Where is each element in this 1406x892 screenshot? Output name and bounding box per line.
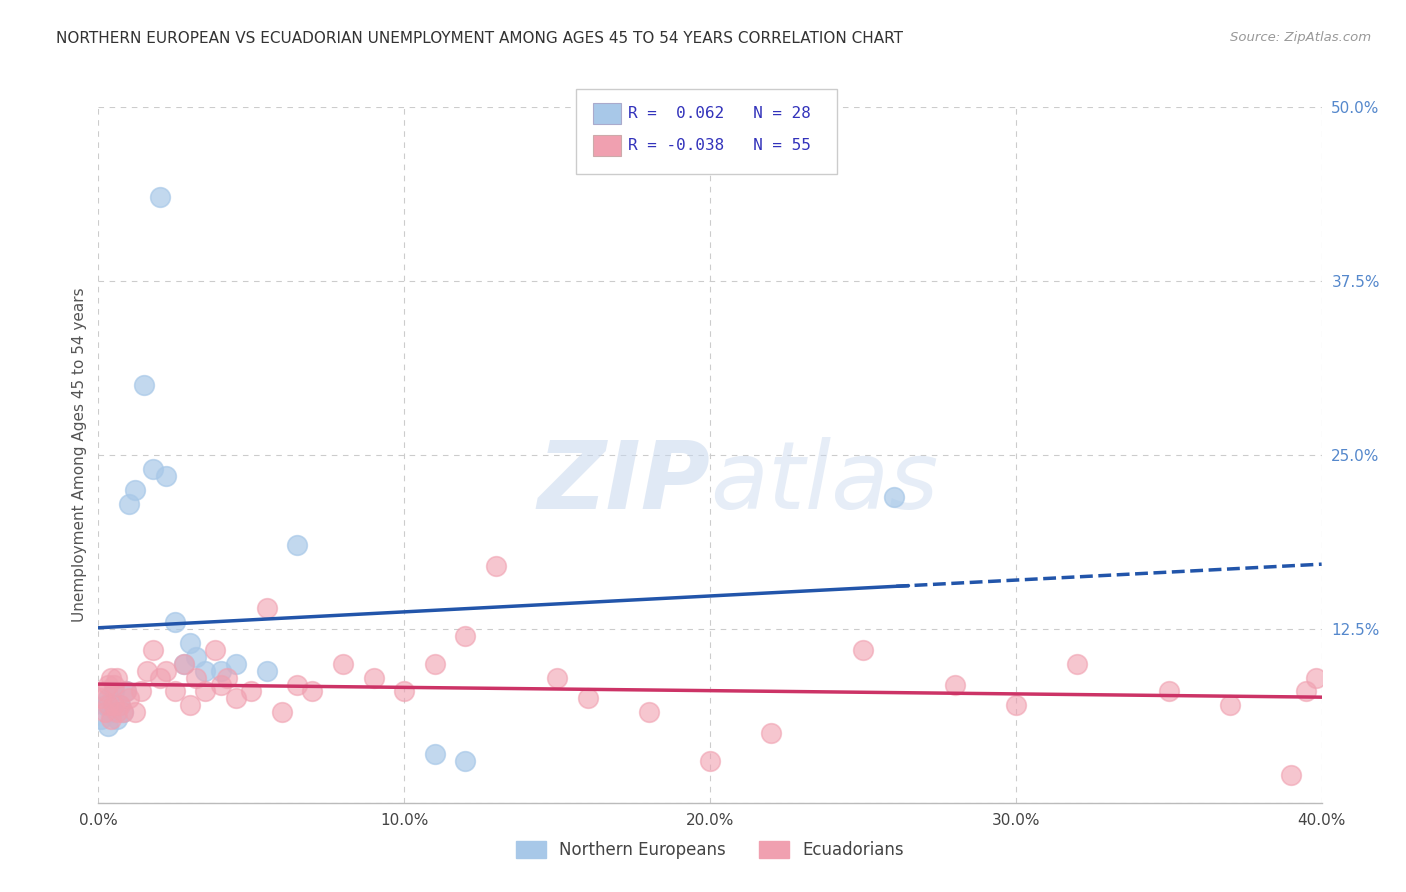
Point [93, 706, 115, 720]
Point [97, 719, 120, 733]
Point [1305, 671, 1327, 685]
Point [225, 691, 247, 706]
Point [1004, 698, 1026, 713]
Point [194, 684, 217, 698]
Point [136, 664, 159, 678]
Point [155, 468, 177, 483]
Point [186, 649, 208, 664]
Point [93, 684, 115, 698]
Point [105, 706, 128, 720]
Point [392, 684, 416, 698]
Point [423, 747, 446, 761]
Point [179, 698, 201, 713]
Point [124, 483, 146, 497]
Point [285, 677, 308, 691]
Point [149, 190, 172, 204]
Point [115, 684, 138, 698]
Point [332, 657, 354, 671]
Point [852, 642, 875, 657]
Point [105, 671, 128, 685]
Point [155, 664, 177, 678]
Text: R =  0.062   N = 28: R = 0.062 N = 28 [628, 106, 811, 120]
Point [142, 462, 165, 476]
Point [637, 706, 661, 720]
Point [100, 712, 122, 726]
Point [142, 642, 165, 657]
Point [100, 706, 122, 720]
Point [108, 698, 131, 713]
Point [256, 601, 278, 615]
Point [179, 636, 201, 650]
Point [759, 726, 782, 740]
Point [301, 684, 323, 698]
Point [546, 671, 568, 685]
Y-axis label: Unemployment Among Ages 45 to 54 years: Unemployment Among Ages 45 to 54 years [72, 287, 87, 623]
Point [103, 677, 125, 691]
Point [105, 712, 128, 726]
Point [100, 671, 122, 685]
Text: Source: ZipAtlas.com: Source: ZipAtlas.com [1230, 31, 1371, 45]
Point [1219, 698, 1241, 713]
Point [103, 698, 125, 713]
Point [285, 538, 308, 552]
Point [149, 671, 172, 685]
Point [90, 691, 112, 706]
Point [194, 664, 217, 678]
Point [93, 698, 115, 713]
Point [97, 677, 120, 691]
Point [129, 684, 152, 698]
Point [90, 712, 112, 726]
Point [576, 691, 599, 706]
Legend: Northern Europeans, Ecuadorians: Northern Europeans, Ecuadorians [510, 836, 910, 864]
Point [225, 657, 247, 671]
Text: ZIP: ZIP [537, 437, 710, 529]
Point [124, 706, 146, 720]
Point [485, 559, 508, 574]
Point [363, 671, 385, 685]
Point [97, 691, 120, 706]
Point [103, 684, 125, 698]
Point [118, 497, 141, 511]
Point [163, 684, 186, 698]
Point [111, 706, 134, 720]
Point [209, 677, 232, 691]
Point [240, 684, 263, 698]
Point [423, 657, 446, 671]
Point [1295, 684, 1317, 698]
Point [454, 754, 477, 768]
Point [454, 629, 477, 643]
Point [209, 664, 232, 678]
Point [173, 657, 195, 671]
Point [173, 657, 195, 671]
Point [115, 684, 138, 698]
Point [163, 615, 186, 629]
Point [1157, 684, 1180, 698]
Point [186, 671, 208, 685]
Point [111, 706, 134, 720]
Point [943, 677, 966, 691]
Text: atlas: atlas [710, 437, 938, 528]
Point [108, 698, 131, 713]
Point [883, 490, 905, 504]
Point [256, 664, 278, 678]
Text: NORTHERN EUROPEAN VS ECUADORIAN UNEMPLOYMENT AMONG AGES 45 TO 54 YEARS CORRELATI: NORTHERN EUROPEAN VS ECUADORIAN UNEMPLOY… [56, 31, 903, 46]
Point [270, 706, 292, 720]
Point [118, 691, 141, 706]
Point [204, 642, 226, 657]
Point [134, 378, 156, 392]
Text: R = -0.038   N = 55: R = -0.038 N = 55 [628, 138, 811, 153]
Point [97, 698, 120, 713]
Point [1279, 768, 1302, 782]
Point [215, 671, 238, 685]
Point [1066, 657, 1088, 671]
Point [699, 754, 721, 768]
